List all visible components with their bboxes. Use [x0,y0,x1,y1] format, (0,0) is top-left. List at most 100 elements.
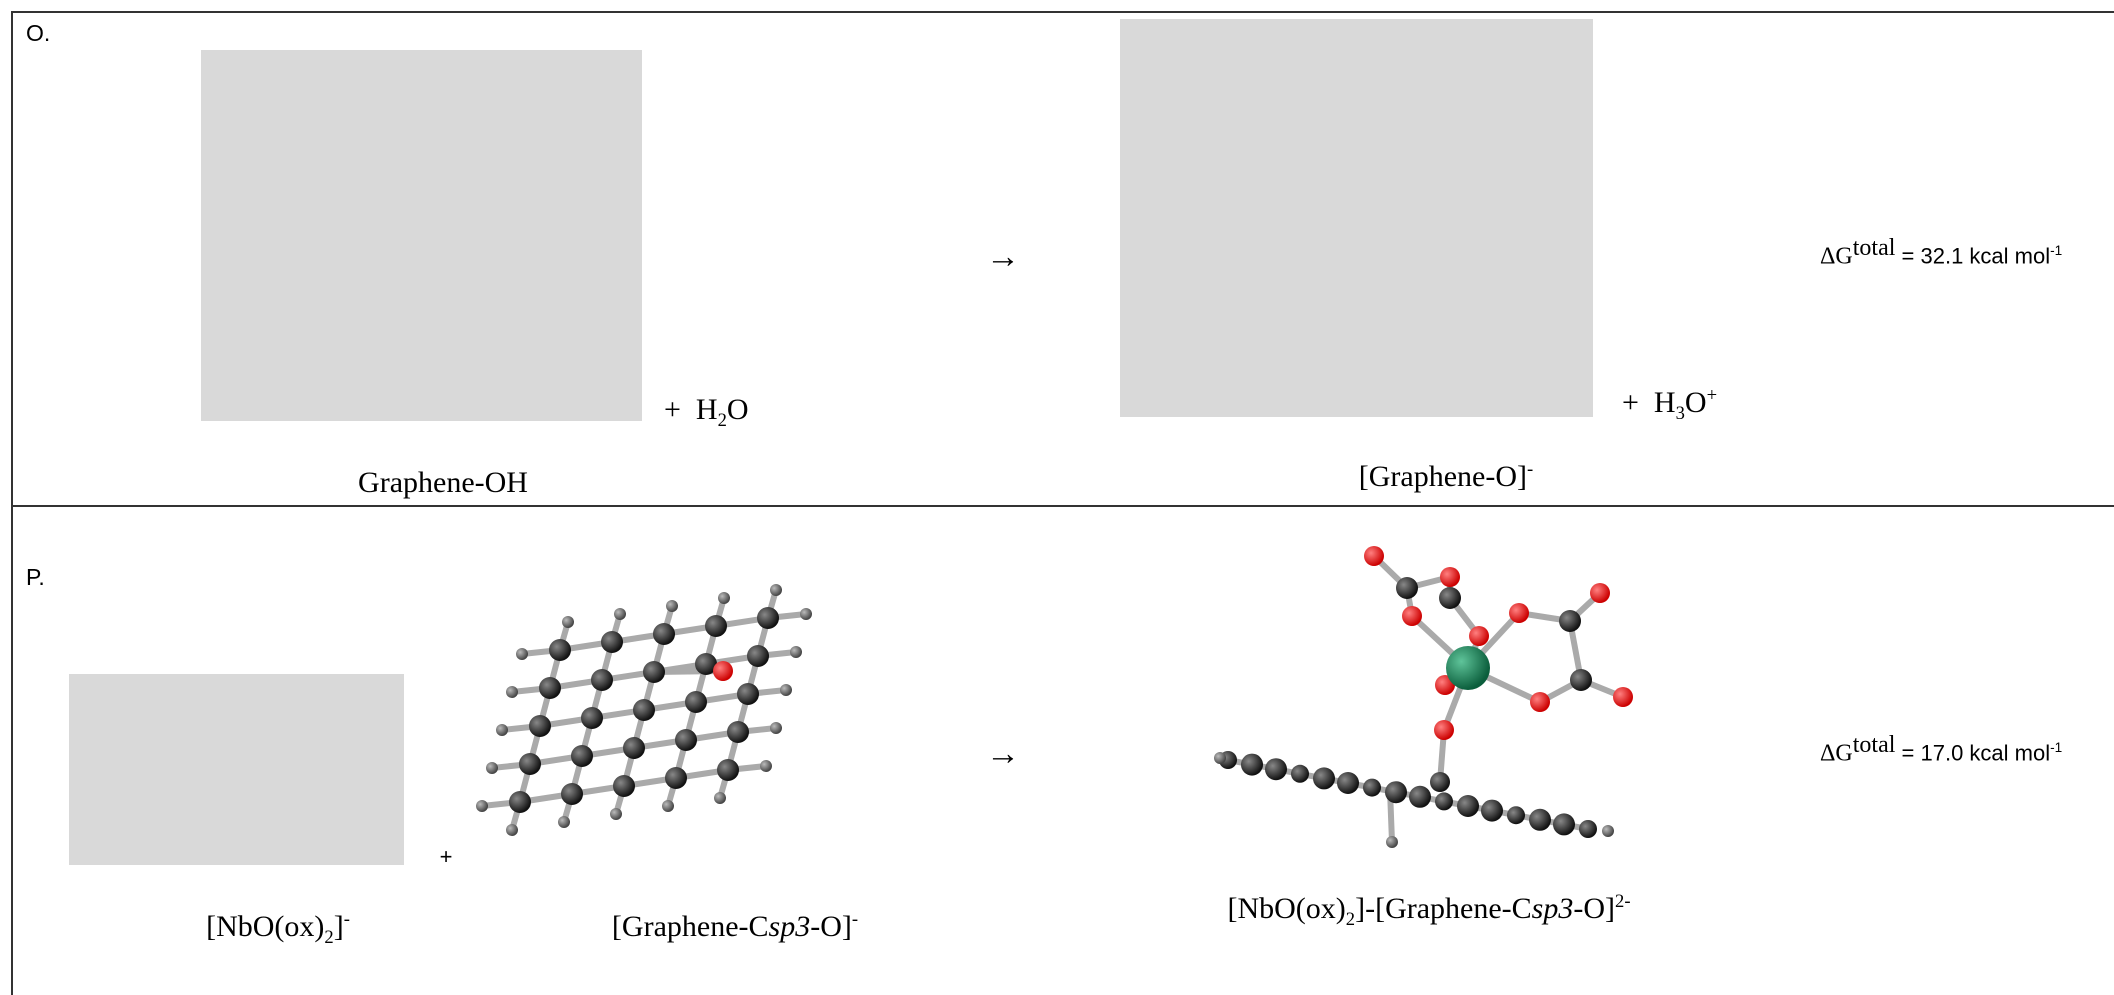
bond [1540,820,1564,825]
atom [1396,577,1418,599]
atom [1363,779,1381,797]
atom [713,661,733,681]
bond [616,786,624,814]
bond [1440,730,1444,782]
atom [506,824,518,836]
delta-g: ΔGtotal = 17.0 kcal mol-1 [1820,741,2062,768]
page: O. + H2O Graphene-OH → + H3O+ [Graphene-… [0,0,2114,995]
bond [706,626,716,664]
bond [612,614,620,642]
bond [634,740,686,748]
formula-part: [NbO(ox) [206,910,324,943]
bond [582,748,634,756]
atom [1570,669,1592,691]
bond [512,688,550,692]
bond [1570,593,1600,621]
atom [561,783,583,805]
bond [582,718,592,756]
bond [1468,806,1492,811]
caption: [NbO(ox)2]- [206,910,350,944]
bond [758,652,796,656]
atom [1439,587,1461,609]
bond [654,671,723,672]
bond [748,690,786,694]
bond [540,718,592,726]
formula-part: O [1685,386,1707,419]
bond [1564,824,1588,829]
atom [757,607,779,629]
bond [550,650,560,688]
atom [653,623,675,645]
bond [664,626,716,634]
atom [727,721,749,743]
atom [1385,781,1407,803]
bond [1540,680,1581,702]
caption: [NbO(ox)2]-[Graphene-Csp3-O]2- [1227,892,1630,926]
atom [662,800,674,812]
superscript: 2- [1615,891,1631,912]
atom [509,791,531,813]
bond [1374,556,1407,588]
bond [602,672,654,680]
formula-part: -O] [1573,892,1615,925]
bond [1519,613,1570,621]
superscript: - [344,909,350,930]
atom [623,737,645,759]
bond [1468,613,1519,668]
bond [1444,801,1468,806]
bond [644,702,696,710]
bond [676,740,686,778]
superscript: -1 [2050,243,2062,258]
atom [1440,567,1460,587]
atom [519,753,541,775]
atom [571,745,593,767]
atom [770,584,782,596]
atom [614,608,626,620]
atom [1469,626,1489,646]
bond [522,650,560,654]
formula-part: [Graphene-C [612,910,769,943]
row-label: O. [26,20,50,47]
atom [581,707,603,729]
atom [1430,772,1450,792]
atom [539,677,561,699]
atom [675,729,697,751]
bond [1390,790,1392,842]
atom [633,699,655,721]
bond [482,802,520,806]
atom [1434,720,1454,740]
subscript: 2 [718,410,727,431]
bond [634,710,644,748]
atom [1481,800,1503,822]
bond [738,694,748,732]
bond [1420,797,1444,802]
bond [664,606,672,634]
bond [1372,788,1396,793]
bond [696,664,706,702]
formula-part: [NbO(ox) [1227,892,1345,925]
bond [1407,577,1450,588]
formula-part: -O] [810,910,852,943]
atom [1364,546,1384,566]
bond [668,778,676,806]
atom [1530,692,1550,712]
symbol: ΔG [1820,741,1853,767]
bond [716,598,724,626]
image-placeholder [69,674,404,865]
atom [1559,610,1581,632]
atom [737,683,759,705]
formula-part: [Graphene-O] [1359,460,1527,493]
bond [758,618,768,656]
formula-part: H [696,393,718,426]
bond [1276,769,1300,774]
atom [643,661,665,683]
bond [492,764,530,768]
atom [1386,836,1398,848]
atom [666,600,678,612]
bond [1492,811,1516,816]
bond [1516,815,1540,820]
subscript: 3 [1676,403,1685,424]
bond [676,770,728,778]
text: = 32.1 kcal mol [1895,244,2050,269]
atom [1446,646,1490,690]
